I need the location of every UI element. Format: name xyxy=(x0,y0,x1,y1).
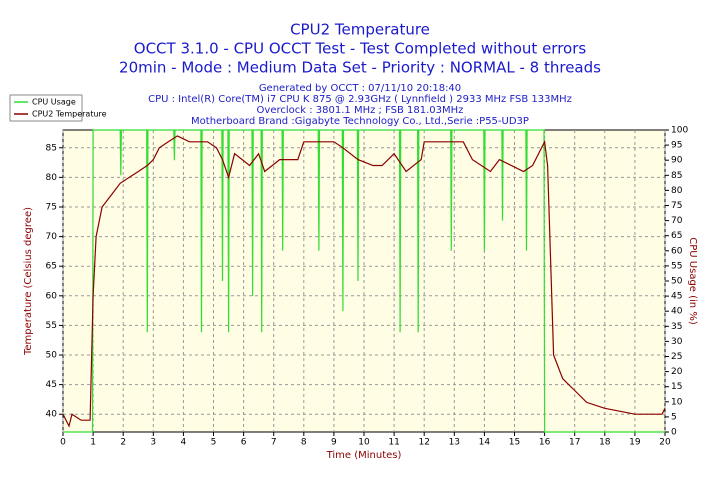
x-tick-label: 0 xyxy=(60,438,66,448)
x-tick-label: 16 xyxy=(539,438,551,448)
x-tick-label: 7 xyxy=(271,438,277,448)
info-line: CPU : Intel(R) Core(TM) i7 CPU K 875 @ 2… xyxy=(148,94,572,105)
y2-tick-label: 50 xyxy=(671,277,683,287)
y2-tick-label: 5 xyxy=(671,412,677,422)
legend-label: CPU Usage xyxy=(32,98,76,107)
y2-tick-label: 85 xyxy=(671,171,682,181)
x-tick-label: 18 xyxy=(599,438,611,448)
x-tick-label: 11 xyxy=(388,438,399,448)
x-tick-label: 15 xyxy=(509,438,520,448)
y2-tick-label: 35 xyxy=(671,322,682,332)
x-tick-label: 19 xyxy=(629,438,641,448)
x-tick-label: 5 xyxy=(211,438,217,448)
y2-tick-label: 95 xyxy=(671,141,682,151)
y2-tick-label: 10 xyxy=(671,397,683,407)
chart-subtitle: OCCT 3.1.0 - CPU OCCT Test - Test Comple… xyxy=(134,40,587,58)
y-axis-label: Temperature (Celsius degree) xyxy=(23,207,34,356)
chart-subtitle: 20min - Mode : Medium Data Set - Priorit… xyxy=(119,59,601,77)
series-line xyxy=(62,135,666,428)
y2-tick-label: 90 xyxy=(671,156,683,166)
y-tick-label: 70 xyxy=(46,232,58,242)
y-tick-label: 60 xyxy=(46,291,58,301)
x-tick-label: 20 xyxy=(659,438,671,448)
y-tick-label: 45 xyxy=(46,380,57,390)
y-tick-label: 65 xyxy=(46,262,57,272)
info-line: Overclock : 3801.1 MHz ; FSB 181.03MHz xyxy=(257,105,464,116)
x-tick-label: 13 xyxy=(449,438,460,448)
y2-tick-label: 80 xyxy=(671,186,683,196)
y2-tick-label: 45 xyxy=(671,292,682,302)
y2-tick-label: 30 xyxy=(671,337,683,347)
y2-tick-label: 15 xyxy=(671,382,682,392)
y2-tick-label: 60 xyxy=(671,246,683,256)
y2-tick-label: 20 xyxy=(671,367,683,377)
y-tick-label: 75 xyxy=(46,202,57,212)
y-tick-label: 55 xyxy=(46,321,57,331)
x-tick-label: 6 xyxy=(241,438,247,448)
x-tick-label: 14 xyxy=(479,438,491,448)
y2-tick-label: 65 xyxy=(671,231,682,241)
y2-tick-label: 100 xyxy=(671,126,688,136)
y-tick-label: 40 xyxy=(46,410,58,420)
info-line: Generated by OCCT : 07/11/10 20:18:40 xyxy=(259,83,461,94)
x-tick-label: 12 xyxy=(418,438,429,448)
y-tick-label: 80 xyxy=(46,173,58,183)
series-line xyxy=(63,129,665,433)
info-line: Motherboard Brand :Gigabyte Technology C… xyxy=(191,116,529,127)
y2-tick-label: 25 xyxy=(671,352,682,362)
x-tick-label: 3 xyxy=(150,438,156,448)
x-tick-label: 1 xyxy=(90,438,96,448)
y2-tick-label: 40 xyxy=(671,307,683,317)
x-tick-label: 9 xyxy=(331,438,337,448)
y-tick-label: 50 xyxy=(46,351,58,361)
y2-tick-label: 55 xyxy=(671,261,682,271)
y2-tick-label: 0 xyxy=(671,428,677,438)
legend xyxy=(9,94,83,122)
y-tick-label: 85 xyxy=(46,143,57,153)
y2-axis-label: CPU Usage (in %) xyxy=(687,237,698,325)
y2-tick-label: 75 xyxy=(671,201,682,211)
x-tick-label: 10 xyxy=(358,438,370,448)
x-tick-label: 2 xyxy=(120,438,126,448)
x-tick-label: 4 xyxy=(181,438,187,448)
legend-label: CPU2 Temperature xyxy=(32,110,107,119)
x-axis-label: Time (Minutes) xyxy=(326,450,402,461)
x-tick-label: 8 xyxy=(301,438,307,448)
y2-tick-label: 70 xyxy=(671,216,683,226)
x-tick-label: 17 xyxy=(569,438,580,448)
chart-title: CPU2 Temperature xyxy=(290,21,430,39)
